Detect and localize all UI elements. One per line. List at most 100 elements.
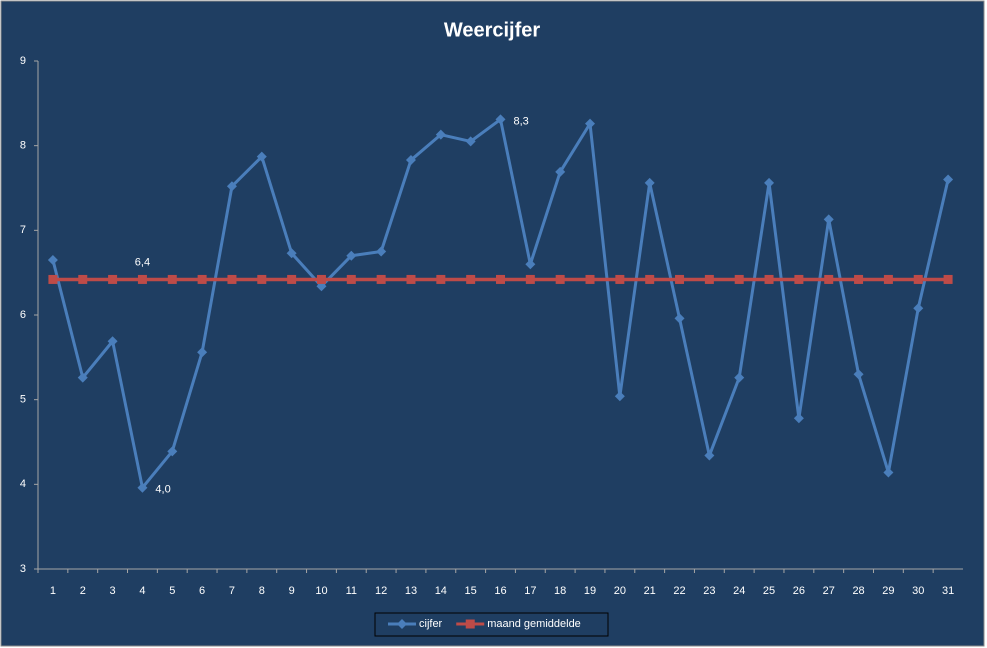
x-tick-label: 16 (494, 585, 506, 597)
point-marker (645, 274, 655, 284)
x-tick-label: 28 (852, 585, 864, 597)
x-tick-label: 22 (673, 585, 685, 597)
data-label: 8,3 (514, 115, 529, 127)
point-marker (466, 274, 476, 284)
y-tick-label: 7 (20, 224, 26, 236)
point-marker (734, 372, 745, 383)
x-tick-label: 19 (584, 585, 596, 597)
point-marker (793, 413, 804, 424)
point-marker (496, 274, 505, 284)
point-marker (376, 246, 387, 257)
y-tick-label: 8 (20, 140, 26, 152)
x-tick-label: 20 (614, 585, 626, 597)
x-tick-label: 2 (80, 585, 86, 597)
legend-marker (397, 619, 407, 629)
point-marker (883, 274, 893, 284)
point-marker (674, 313, 685, 324)
x-tick-label: 11 (346, 585, 357, 597)
data-label: 6,4 (135, 256, 150, 268)
point-marker (406, 274, 416, 284)
x-tick-label: 5 (169, 585, 175, 597)
x-tick-label: 27 (823, 585, 835, 597)
x-tick-label: 10 (315, 585, 327, 597)
point-marker (257, 274, 267, 284)
point-marker (197, 347, 208, 358)
point-marker (615, 274, 625, 284)
chart-title: Weercijfer (444, 19, 541, 41)
legend (374, 612, 609, 637)
point-marker (107, 336, 118, 347)
point-marker (435, 129, 446, 140)
point-marker (197, 274, 207, 284)
x-tick-label: 25 (763, 585, 775, 597)
point-marker (853, 369, 864, 380)
point-marker (794, 274, 804, 284)
point-marker (943, 274, 953, 284)
x-tick-label: 21 (644, 585, 656, 597)
data-label: 4,0 (155, 484, 170, 496)
point-marker (823, 214, 834, 225)
point-marker (704, 450, 715, 461)
point-marker (614, 391, 625, 402)
x-tick-label: 23 (703, 585, 715, 597)
x-tick-label: 13 (405, 585, 417, 597)
x-tick-label: 15 (465, 585, 477, 597)
x-tick-label: 17 (524, 585, 536, 597)
point-marker (47, 254, 58, 265)
x-tick-label: 18 (554, 585, 566, 597)
point-marker (883, 467, 894, 478)
x-tick-label: 29 (882, 585, 894, 597)
point-marker (555, 274, 565, 284)
point-marker (555, 166, 566, 177)
point-marker (376, 274, 386, 284)
point-marker (108, 274, 118, 284)
y-tick-label: 6 (20, 309, 26, 321)
point-marker (764, 274, 774, 284)
point-marker (316, 274, 326, 284)
point-marker (644, 177, 655, 188)
x-tick-label: 9 (289, 585, 295, 597)
point-marker (167, 274, 177, 284)
point-marker (227, 274, 237, 284)
point-marker (943, 174, 954, 185)
point-marker (585, 118, 596, 129)
point-marker (525, 274, 535, 284)
y-tick-label: 4 (20, 478, 26, 490)
point-marker (465, 136, 476, 147)
legend-label: cijfer (419, 618, 443, 630)
point-marker (226, 181, 237, 192)
point-marker (824, 274, 834, 284)
x-tick-label: 26 (793, 585, 805, 597)
x-tick-label: 7 (229, 585, 235, 597)
point-marker (287, 274, 297, 284)
point-marker (346, 250, 357, 261)
x-tick-label: 30 (912, 585, 924, 597)
point-marker (78, 274, 88, 284)
point-marker (48, 274, 58, 284)
point-marker (286, 248, 297, 259)
point-marker (525, 259, 536, 270)
point-marker (436, 274, 446, 284)
point-marker (913, 274, 923, 284)
x-tick-label: 8 (259, 585, 265, 597)
point-marker (854, 274, 864, 284)
point-marker (495, 114, 506, 125)
legend-label: maand gemiddelde (487, 618, 581, 630)
x-tick-label: 24 (733, 585, 745, 597)
point-marker (167, 446, 178, 457)
point-marker (405, 155, 416, 166)
x-tick-label: 6 (199, 585, 205, 597)
y-tick-label: 5 (20, 394, 26, 406)
point-marker (734, 274, 744, 284)
y-tick-label: 9 (20, 55, 26, 67)
point-marker (346, 274, 356, 284)
point-marker (256, 151, 267, 162)
point-marker (585, 274, 595, 284)
point-marker (77, 372, 88, 383)
point-marker (675, 274, 685, 284)
point-marker (704, 274, 714, 284)
x-tick-label: 12 (375, 585, 387, 597)
point-marker (764, 177, 775, 188)
point-marker (137, 274, 147, 284)
